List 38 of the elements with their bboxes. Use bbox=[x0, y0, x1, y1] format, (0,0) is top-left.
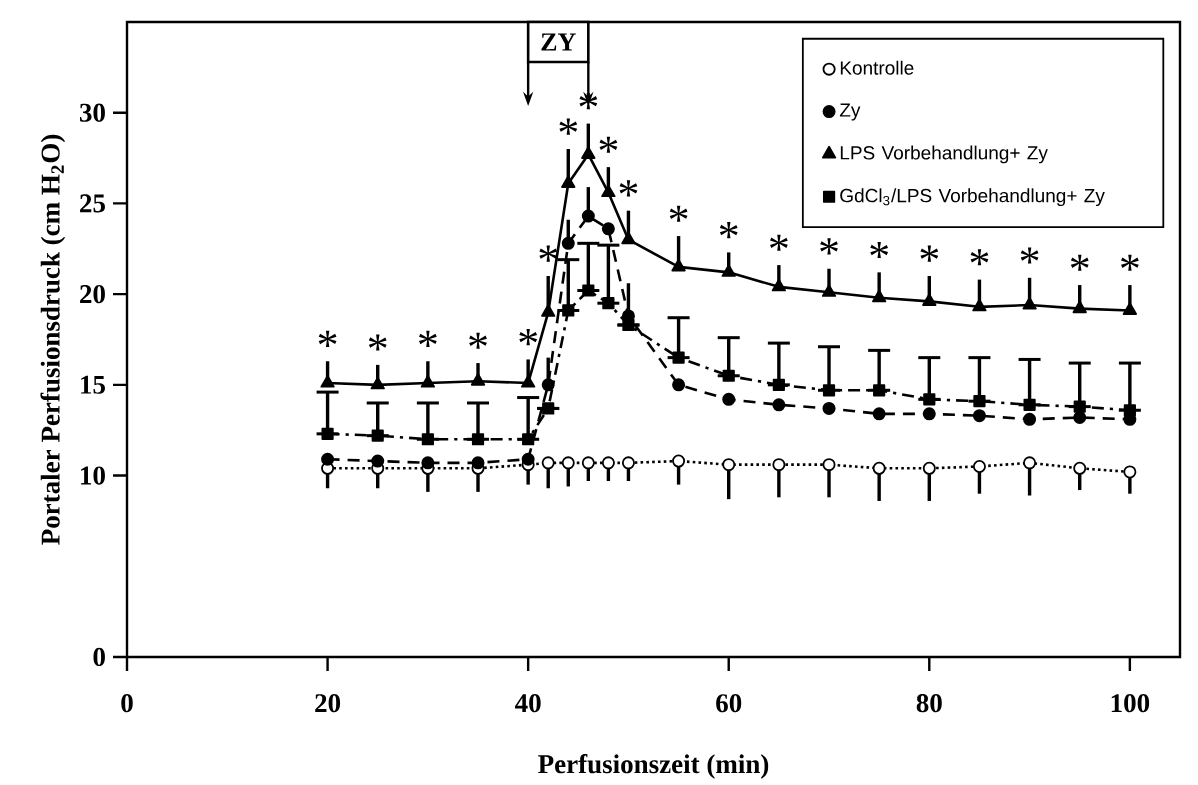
annotation: * bbox=[619, 180, 638, 197]
x-tick-label: 80 bbox=[916, 694, 942, 713]
band-label: ZY bbox=[541, 33, 576, 51]
annotation: * bbox=[559, 118, 578, 135]
annotation: * bbox=[419, 330, 437, 347]
annotation: * bbox=[368, 334, 387, 351]
annotation: * bbox=[719, 221, 738, 239]
annotation: * bbox=[318, 330, 337, 347]
annotation: * bbox=[469, 332, 487, 349]
x-tick-label: 60 bbox=[716, 694, 742, 713]
annotation: * bbox=[920, 245, 939, 262]
legend-label: Zy bbox=[839, 103, 861, 121]
y-tick-label: 10 bbox=[81, 466, 105, 485]
annotation: * bbox=[970, 249, 989, 266]
annotation: * bbox=[599, 136, 618, 153]
y-axis-title: Portaler Perfusionsdruck (cm H$_{2}$O) bbox=[40, 134, 66, 545]
legend-label: GdCl$_{3}$/LPS Vorbehandlung+ Zy bbox=[840, 188, 1105, 207]
legend-label: LPS Vorbehandlung+ Zy bbox=[840, 145, 1048, 164]
y-tick-label: 20 bbox=[80, 285, 105, 304]
y-tick-label: 15 bbox=[81, 375, 105, 394]
x-tick-label: 100 bbox=[1111, 694, 1150, 713]
annotation: * bbox=[519, 329, 538, 346]
y-tick-label: 25 bbox=[80, 194, 105, 213]
annotation: * bbox=[770, 234, 788, 251]
x-tick-label: 20 bbox=[315, 694, 341, 713]
x-tick-label: 40 bbox=[515, 694, 541, 713]
annotation: * bbox=[870, 241, 889, 259]
annotation: * bbox=[1070, 254, 1089, 271]
x-axis-title: Perfusionszeit (min) bbox=[538, 754, 769, 779]
annotation: * bbox=[820, 238, 838, 255]
y-tick-label: 0 bbox=[93, 647, 105, 667]
legend-label: Kontrolle bbox=[840, 60, 914, 75]
annotation: * bbox=[669, 205, 688, 222]
annotation: * bbox=[539, 245, 558, 262]
annotation: * bbox=[1121, 254, 1139, 271]
x-tick-label: 0 bbox=[121, 694, 133, 713]
y-tick-label: 30 bbox=[79, 103, 105, 122]
annotation: * bbox=[1020, 247, 1039, 264]
